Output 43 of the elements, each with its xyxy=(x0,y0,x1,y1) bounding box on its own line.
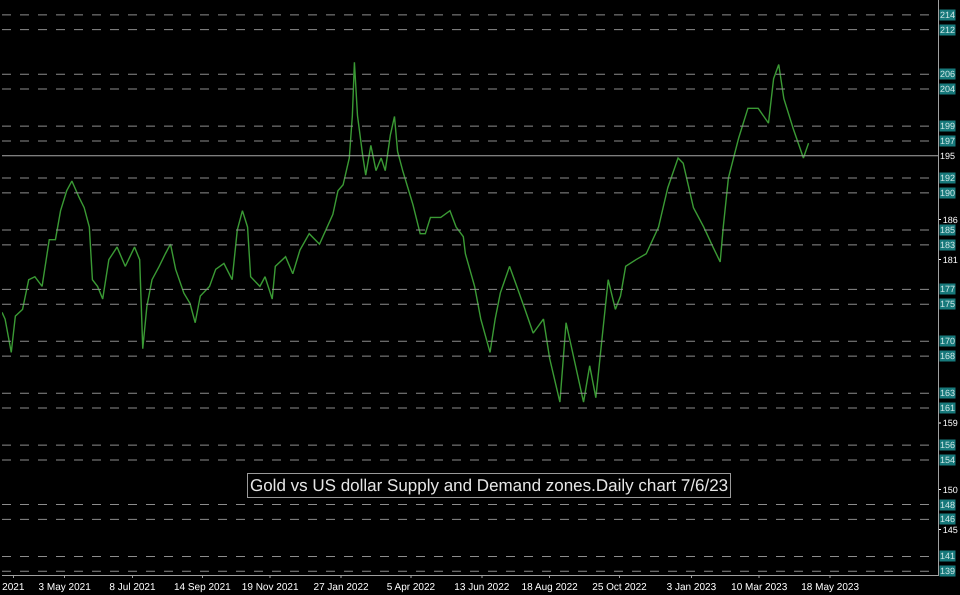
ref-line-label: 148 xyxy=(940,500,956,510)
x-tick-label: 14 Sep 2021 xyxy=(174,582,232,593)
x-tick-label: 18 May 2023 xyxy=(801,582,860,593)
ref-line-label: 156 xyxy=(940,440,956,450)
x-tick-label: 13 Jun 2022 xyxy=(454,582,510,593)
ref-line-label: 161 xyxy=(940,403,956,413)
x-tick-label: 25 Oct 2022 xyxy=(592,582,648,593)
ref-line-label: 146 xyxy=(940,514,956,524)
y-tick-label: 159 xyxy=(942,418,958,428)
ref-line-label: 141 xyxy=(940,551,956,561)
ref-line-label: 163 xyxy=(940,388,956,398)
annotation: Gold vs US dollar Supply and Demand zones.Daily chart 7/6/23 xyxy=(250,476,728,495)
ref-line-label: 139 xyxy=(940,566,956,576)
y-tick-label: 186 xyxy=(942,214,958,225)
ref-line-label: 183 xyxy=(940,240,956,250)
y-tick-label: 181 xyxy=(942,254,958,265)
y-tick-label: 145 xyxy=(942,524,958,535)
ref-line-label: 177 xyxy=(940,284,956,294)
ref-line-label: 185 xyxy=(940,225,956,235)
ref-line-label: 197 xyxy=(940,136,956,146)
ref-line-label: 168 xyxy=(940,351,956,361)
ref-line-label: 214 xyxy=(940,10,956,20)
line-series xyxy=(2,62,810,403)
ref-line-label: 192 xyxy=(940,173,956,183)
x-tick-label: 2021 xyxy=(2,582,25,593)
ref-line-label: 170 xyxy=(940,336,956,346)
x-tick-label: 18 Aug 2022 xyxy=(522,582,578,593)
ref-line-label: 154 xyxy=(940,455,956,465)
x-tick-label: 5 Apr 2022 xyxy=(386,582,436,593)
ref-line-label: 190 xyxy=(940,188,956,198)
ref-line-label: 204 xyxy=(940,84,956,94)
x-tick-label: 10 Mar 2023 xyxy=(731,582,788,593)
x-tick-label: 8 Jul 2021 xyxy=(109,582,156,593)
ref-line-label: 212 xyxy=(940,25,956,35)
y-tick-label: 150 xyxy=(942,484,958,495)
x-tick-label: 3 May 2021 xyxy=(38,582,92,593)
x-tick-label: 3 Jan 2023 xyxy=(666,582,717,593)
ref-line-label: 206 xyxy=(940,69,956,79)
ref-line-label: 175 xyxy=(940,299,956,309)
x-tick-label: 19 Nov 2021 xyxy=(242,582,299,593)
ref-line-label: 199 xyxy=(940,121,956,131)
x-tick-label: 27 Jan 2022 xyxy=(314,582,370,593)
ref-line-label: 195 xyxy=(940,151,956,161)
